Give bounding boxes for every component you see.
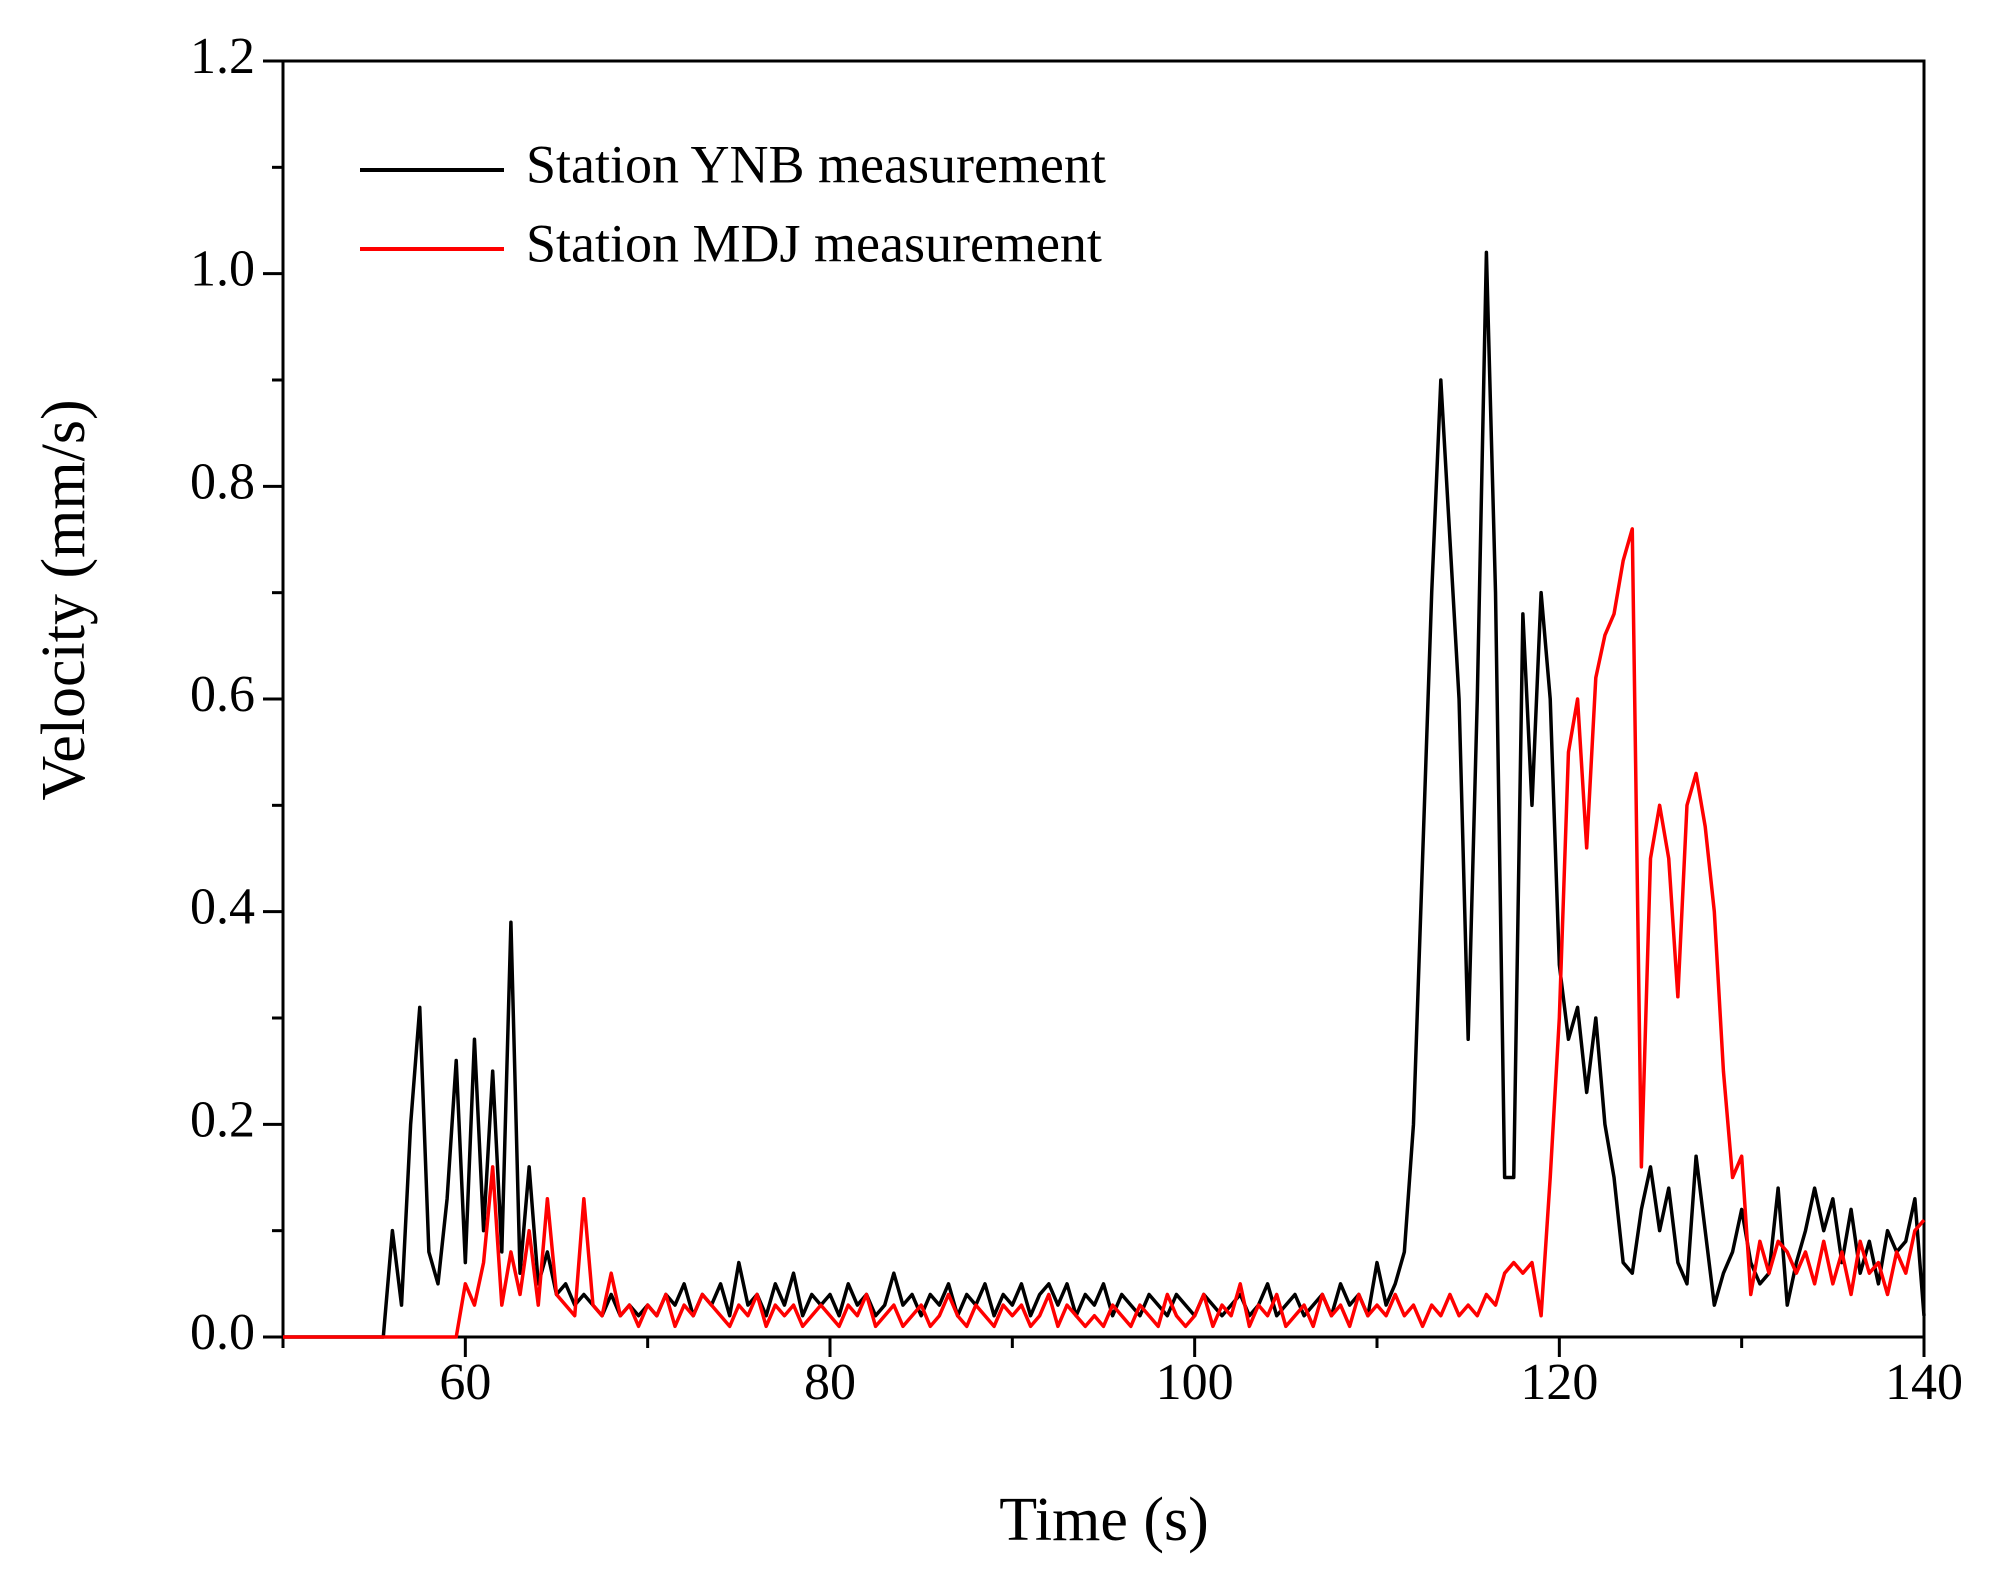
x-axis-title: Time (s) (999, 1486, 1209, 1554)
y-tick-label: 0.0 (190, 1304, 255, 1361)
x-tick-label: 120 (1520, 1354, 1598, 1411)
y-tick-label: 1.2 (190, 28, 255, 85)
x-tick-label: 60 (439, 1354, 491, 1411)
series-line (283, 250, 1926, 1339)
y-tick-label: 0.2 (190, 1091, 255, 1148)
x-tick-label: 100 (1156, 1354, 1234, 1411)
y-tick-label: 0.8 (190, 453, 255, 510)
y-tick-label: 1.0 (190, 241, 255, 298)
legend-label: Station MDJ measurement (526, 213, 1102, 273)
x-tick-label: 80 (804, 1354, 856, 1411)
series-line (283, 527, 1926, 1339)
x-tick-label: 140 (1885, 1354, 1963, 1411)
y-tick-label: 0.6 (190, 666, 255, 723)
legend-label: Station YNB measurement (526, 134, 1106, 194)
y-tick-label: 0.4 (190, 879, 255, 936)
y-axis-title: Velocity (mm/s) (30, 399, 98, 800)
